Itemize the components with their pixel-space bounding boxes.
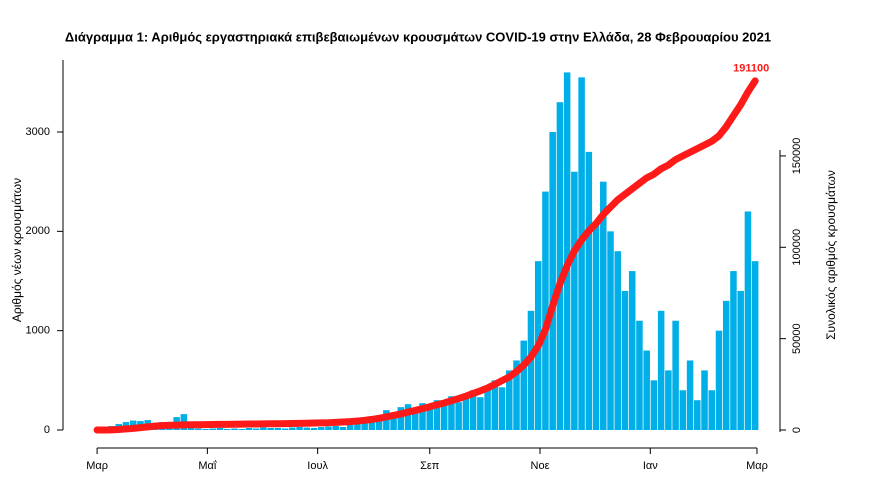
bar <box>694 400 701 430</box>
bar <box>260 427 267 430</box>
bar <box>390 413 397 430</box>
bar <box>469 390 477 430</box>
bar <box>506 370 513 430</box>
x-tick-label: Μαΐ <box>198 460 217 472</box>
bar <box>737 290 744 430</box>
bar <box>325 426 332 430</box>
bar <box>346 425 354 430</box>
bar <box>665 370 672 430</box>
bar <box>672 320 679 430</box>
bar <box>751 261 759 430</box>
bar <box>216 428 224 430</box>
bar <box>368 419 376 430</box>
bar <box>556 102 564 430</box>
bar <box>701 370 708 430</box>
bar <box>563 72 571 430</box>
y-axis-label: Αριθμός νέων κρουσμάτων <box>10 178 24 322</box>
bar <box>484 385 491 430</box>
bar <box>267 428 274 430</box>
y-tick-label: 2000 <box>26 225 50 237</box>
bar <box>614 251 622 430</box>
annotation: 191100 <box>733 63 769 75</box>
bar <box>715 330 723 430</box>
bar <box>455 402 462 430</box>
bar <box>722 300 730 430</box>
bar <box>621 290 629 430</box>
bar <box>600 181 607 430</box>
bar <box>332 426 339 430</box>
cumulative-line <box>93 77 759 434</box>
bar <box>542 191 549 430</box>
bar <box>744 211 752 430</box>
bar <box>477 397 484 430</box>
bar <box>657 310 665 430</box>
chart-title: Διάγραμμα 1: Αριθμός εργαστηριακά επιβεβ… <box>65 29 771 44</box>
bar <box>448 396 455 430</box>
y2-tick-label: 0 <box>791 427 803 433</box>
y2-axis-label: Συνολικός αριθμός κρουσμάτων <box>824 170 838 340</box>
bar <box>397 407 405 430</box>
bar <box>209 428 217 430</box>
bar <box>679 390 687 430</box>
y2-tick-label: 50000 <box>791 323 803 354</box>
y2-tick-label: 150000 <box>791 138 803 175</box>
y2-tick-label: 100000 <box>791 229 803 266</box>
bar <box>361 422 368 430</box>
bar <box>303 427 311 430</box>
bar <box>412 410 419 430</box>
bar <box>592 221 600 430</box>
bar <box>433 400 441 430</box>
bar <box>520 340 527 430</box>
bar <box>202 429 209 430</box>
bar <box>708 390 716 430</box>
bar <box>462 395 470 430</box>
bar <box>404 404 412 430</box>
bar <box>274 428 282 430</box>
y-tick-label: 1000 <box>26 325 50 337</box>
bar <box>513 360 520 430</box>
bar <box>571 171 578 430</box>
bar <box>238 429 245 430</box>
bar <box>607 231 614 430</box>
bar <box>318 427 325 430</box>
bar <box>636 320 643 430</box>
bar <box>296 427 303 430</box>
x-tick-label: Νοε <box>531 460 550 472</box>
bar <box>187 428 195 430</box>
bar <box>628 271 636 430</box>
bar <box>195 428 202 430</box>
bar <box>245 428 253 430</box>
x-tick-label: Σεπ <box>420 460 440 472</box>
bar <box>527 310 535 430</box>
bar <box>498 387 506 430</box>
bar <box>375 415 383 430</box>
bar <box>419 403 426 430</box>
bar <box>223 429 231 430</box>
bar <box>730 271 737 430</box>
y-tick-label: 3000 <box>26 126 50 138</box>
bar <box>686 360 694 430</box>
bar <box>585 151 593 430</box>
y-tick-label: 0 <box>44 424 50 436</box>
x-tick-label: Ιουλ <box>307 460 328 472</box>
bar <box>252 428 260 430</box>
bar <box>354 424 361 430</box>
bar <box>426 407 433 430</box>
x-tick-label: Ιαν <box>643 460 658 472</box>
bar <box>310 428 318 430</box>
bar <box>491 380 499 430</box>
bar <box>440 405 448 430</box>
bar <box>549 132 556 430</box>
bar <box>281 428 289 430</box>
bar <box>578 77 585 430</box>
bar <box>231 428 238 430</box>
bar <box>643 350 650 430</box>
bar <box>339 427 347 430</box>
bar <box>650 380 658 430</box>
bar <box>289 427 296 430</box>
x-tick-label: Μαρ <box>86 460 108 472</box>
x-tick-label: Μαρ <box>746 460 768 472</box>
